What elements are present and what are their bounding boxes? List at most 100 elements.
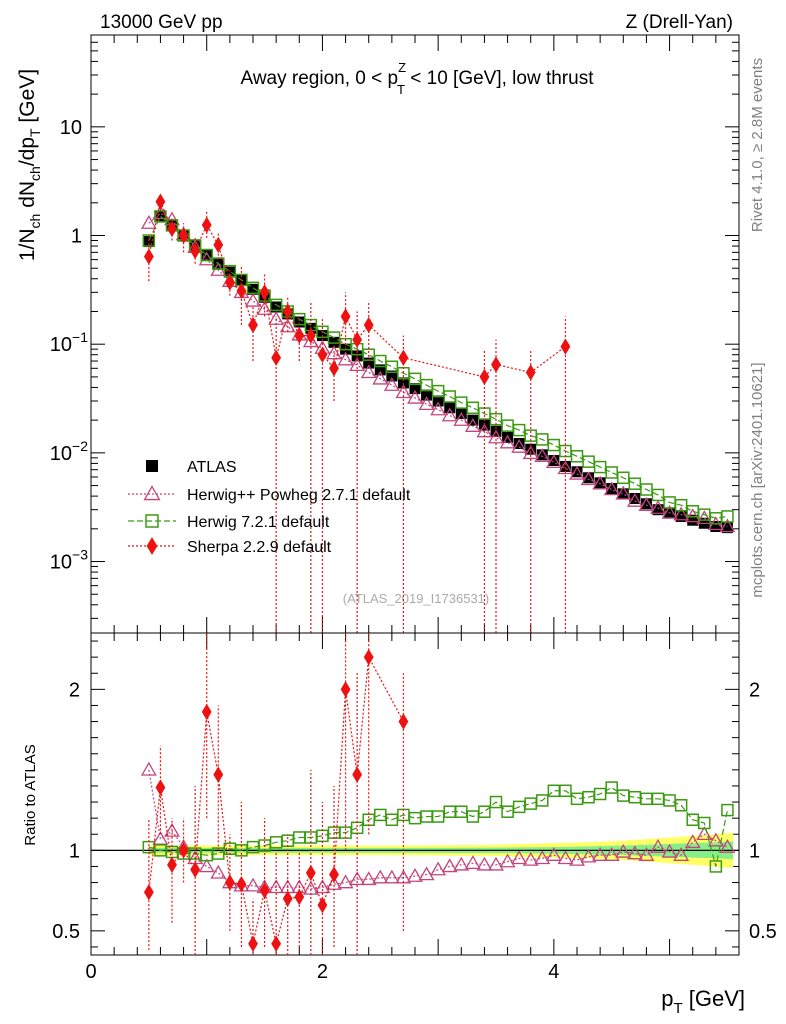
legend-label-herwig7: Herwig 7.2.1 default — [187, 514, 330, 531]
herwigpp-point — [499, 434, 516, 449]
sherpa-point — [398, 349, 409, 366]
sherpa-point — [259, 284, 270, 301]
herwigpp-ratio-point — [476, 856, 493, 871]
herwig7-line — [148, 215, 728, 519]
herwigpp-ratio-point — [164, 822, 180, 837]
sherpa-ratio-point — [190, 861, 201, 878]
herwigpp-point — [603, 481, 620, 496]
herwig7-point — [246, 281, 260, 295]
sherpa-point — [167, 220, 177, 238]
data-point — [525, 443, 537, 455]
herwigpp-ratio-point — [557, 850, 574, 865]
legend-marker-herwigpp — [143, 485, 161, 501]
herwigpp-point — [349, 357, 366, 372]
sherpa-point — [305, 327, 316, 344]
sherpa-ratio-point — [317, 896, 328, 914]
sherpa-point — [560, 338, 571, 355]
ratio-y-tick-label-right: 0.5 — [749, 921, 777, 943]
data-point — [363, 357, 375, 369]
herwigpp-point — [488, 429, 504, 444]
herwig7-point — [327, 331, 341, 344]
herwig7-point — [408, 372, 422, 386]
herwigpp-ratio-point — [499, 853, 516, 868]
data-point — [421, 389, 433, 401]
sherpa-ratio-point — [329, 866, 339, 883]
herwig7-point — [200, 248, 213, 262]
sherpa-point — [236, 282, 247, 299]
data-point — [247, 283, 259, 295]
herwig7-ratio-point — [593, 787, 607, 801]
herwigpp-point — [418, 396, 435, 411]
data-point — [548, 455, 560, 467]
ratio-y-tick-label: 1 — [69, 840, 80, 862]
sherpa-point — [479, 368, 490, 386]
herwigpp-point — [395, 384, 412, 399]
herwigpp-point — [430, 401, 447, 416]
data-point — [594, 477, 606, 489]
sherpa-ratio-point — [213, 766, 224, 783]
herwigpp-point — [360, 364, 377, 379]
rivet-label: Rivet 4.1.0, ≥ 2.8M events — [749, 58, 766, 232]
herwigpp-point — [372, 370, 389, 385]
data-point — [374, 364, 386, 376]
ratio-y-tick-label-right: 2 — [749, 679, 760, 701]
herwigpp-point — [592, 475, 609, 490]
legend-label-herwigpp: Herwig++ Powheg 2.7.1 default — [187, 487, 411, 504]
header-left: 13000 GeV pp — [100, 12, 223, 33]
sherpa-ratio-point — [236, 875, 247, 893]
sherpa-ratio-point — [178, 842, 189, 859]
herwigpp-ratio-point — [407, 867, 423, 882]
ratio-y-tick-label-right: 1 — [749, 840, 760, 862]
herwigpp-ratio-point — [245, 877, 261, 892]
sherpa-ratio-point — [398, 713, 409, 730]
herwigpp-point — [511, 438, 528, 453]
x-tick-label: 0 — [85, 961, 96, 983]
data-point — [293, 316, 305, 328]
herwigpp-ratio-point — [696, 826, 713, 841]
herwigpp-ratio-point — [314, 879, 331, 894]
sherpa-point — [155, 193, 166, 210]
ratio-y-tick-label: 0.5 — [52, 921, 80, 943]
sherpa-point — [363, 316, 374, 334]
y-tick-label: 10 — [60, 117, 82, 139]
data-point — [710, 521, 722, 533]
herwigpp-ratio-point — [383, 869, 400, 884]
herwig7-ratio-point — [709, 860, 723, 873]
herwigpp-point — [337, 351, 354, 366]
herwigpp-ratio-point — [580, 848, 597, 863]
sherpa-ratio-point — [155, 779, 166, 796]
mcplots-label: mcplots.cern.ch [arXiv:2401.10621] — [749, 362, 766, 597]
herwigpp-point — [673, 506, 690, 521]
herwigpp-ratio-point — [453, 856, 470, 871]
herwigpp-point — [441, 407, 458, 422]
herwig7-point — [385, 360, 399, 374]
plot-title: Away region, 0 < pZ T < 10 [GeV], low thr… — [241, 60, 595, 97]
main-panel: 10 1 10−1 10−2 10−3 — [50, 34, 740, 634]
herwigpp-point — [140, 215, 157, 229]
legend: ATLAS Herwig++ Powheg 2.7.1 default Herwig… — [128, 459, 411, 556]
herwigpp-point — [557, 460, 574, 475]
sherpa-point — [340, 308, 351, 325]
sherpa-ratio-point — [259, 882, 270, 899]
data-point — [536, 449, 548, 461]
herwigpp-point — [383, 377, 400, 391]
herwigpp-point — [626, 492, 643, 507]
herwigpp-ratio-point — [569, 851, 585, 866]
sherpa-ratio-point — [282, 890, 293, 907]
herwigpp-ratio-point — [210, 864, 227, 879]
sherpa-ratio-point — [363, 648, 374, 666]
sherpa-point — [317, 346, 328, 363]
y-tick-label: 10−1 — [50, 329, 88, 356]
herwigpp-ratio-point — [684, 834, 701, 849]
herwig7-ratio-line — [148, 786, 729, 867]
sherpa-point — [224, 274, 235, 291]
sherpa-point — [525, 364, 536, 381]
data-point — [154, 210, 166, 222]
herwigpp-point — [245, 292, 261, 307]
sherpa-point — [178, 227, 189, 244]
herwigpp-point — [719, 518, 736, 533]
sherpa-point — [271, 349, 282, 366]
herwigpp-ratio-point — [511, 850, 528, 865]
herwigpp-ratio-point — [592, 847, 609, 861]
data-point — [143, 236, 155, 248]
